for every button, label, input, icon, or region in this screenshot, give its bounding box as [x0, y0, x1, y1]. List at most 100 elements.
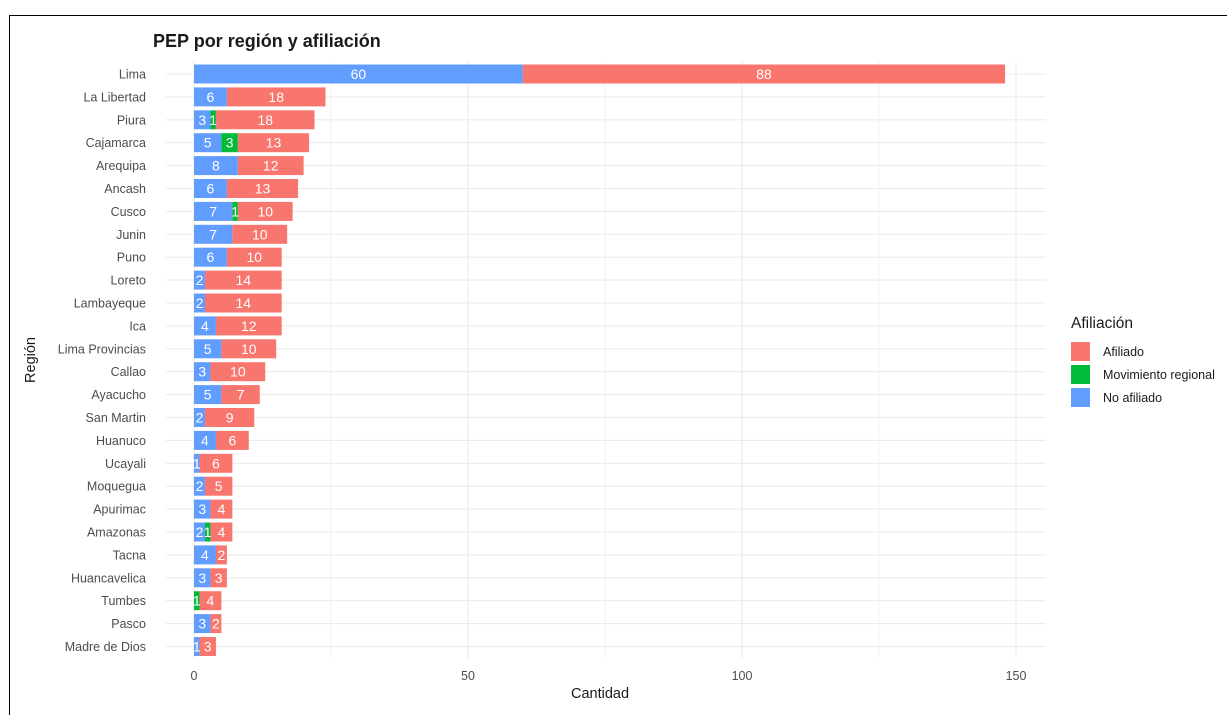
bar-segment-no-afiliado [194, 408, 205, 427]
y-tick-label: Lima [119, 68, 146, 82]
bar-segment-afiliado [199, 637, 216, 656]
bar-value-label: 1 [204, 524, 212, 540]
bar-value-label: 18 [257, 112, 273, 128]
bar-segment-no-afiliado [194, 499, 211, 519]
bar-segment-no-afiliado [194, 156, 238, 176]
bar-segment-afiliado [204, 270, 282, 290]
bar-segment-no-afiliado [194, 453, 200, 473]
bar-value-label: 3 [198, 616, 206, 632]
bar-segment-afiliado [226, 247, 282, 267]
bar-value-label: 9 [226, 410, 234, 426]
bar-value-label: 12 [241, 318, 257, 334]
bar-segment-no-afiliado [194, 247, 227, 267]
bar-segment-afiliado [215, 316, 282, 336]
bar-segment-movimiento-regional [232, 201, 238, 221]
bar-value-label: 13 [255, 181, 271, 197]
legend-label: Afiliado [1103, 345, 1144, 359]
bar-value-label: 3 [215, 570, 223, 586]
bar-value-label: 13 [266, 135, 282, 151]
bar-value-label: 2 [196, 478, 204, 494]
bar-value-label: 6 [207, 249, 215, 265]
bar-segment-no-afiliado [194, 179, 227, 198]
bar-segment-afiliado [522, 64, 1006, 84]
bar-segment-no-afiliado [194, 522, 205, 542]
bar-segment-afiliado [215, 545, 227, 565]
bar-segment-movimiento-regional [221, 133, 238, 153]
bar-segment-no-afiliado [194, 110, 211, 130]
bar-value-label: 1 [231, 203, 239, 219]
bar-segment-afiliado [237, 201, 293, 221]
x-axis-title: Cantidad [571, 686, 629, 702]
y-tick-label: Huanuco [96, 434, 146, 448]
bar-segment-no-afiliado [194, 293, 205, 313]
y-axis-labels: Lima La Libertad Piura Cajamarca Arequipa Anc… [58, 68, 146, 655]
x-axis-labels: 0 50 100 150 [191, 669, 1027, 683]
bar-value-label: 3 [198, 112, 206, 128]
chart-title: PEP por región y afiliación [153, 31, 381, 51]
y-tick-label: Apurimac [93, 503, 146, 517]
bar-segment-afiliado [237, 133, 310, 153]
bar-value-label: 6 [207, 181, 215, 197]
bar-value-label: 2 [196, 295, 204, 311]
bar-value-label: 12 [263, 158, 279, 174]
bar-value-label: 4 [201, 547, 209, 563]
legend-title: Afiliación [1071, 315, 1133, 332]
y-tick-label: Cusco [111, 205, 146, 219]
y-tick-label: Tumbes [101, 594, 146, 608]
bar-value-label: 18 [268, 89, 284, 105]
y-tick-label: Lambayeque [74, 297, 146, 311]
bar-value-label: 10 [246, 249, 262, 265]
bar-segment-no-afiliado [194, 201, 233, 221]
bar-segment-no-afiliado [194, 362, 211, 382]
y-tick-label: Huancavelica [71, 571, 146, 585]
bar-segment-afiliado [210, 614, 222, 634]
bar-value-label: 2 [218, 547, 226, 563]
bar-value-label: 60 [351, 66, 367, 82]
bar-segment-no-afiliado [194, 87, 227, 107]
bar-segment-no-afiliado [194, 316, 216, 336]
y-tick-label: La Libertad [83, 90, 146, 104]
bar-segment-movimiento-regional [204, 522, 211, 542]
bar-value-label: 1 [193, 455, 201, 471]
bar-segment-movimiento-regional [210, 110, 216, 130]
bar-segment-afiliado [210, 499, 233, 519]
bar-value-label: 10 [252, 226, 268, 242]
bar-segment-no-afiliado [194, 614, 211, 634]
bar-segment-afiliado [199, 591, 222, 611]
bar-segment-afiliado [237, 156, 304, 176]
bar-segment-afiliado [215, 430, 249, 450]
legend-label: No afiliado [1103, 391, 1162, 405]
bar-value-label: 2 [212, 616, 220, 632]
bar-segment-afiliado [221, 339, 277, 359]
bar-segment-no-afiliado [194, 339, 222, 359]
bar-value-label: 14 [236, 272, 252, 288]
bar-value-label: 8 [212, 158, 220, 174]
bar-segment-no-afiliado [194, 133, 222, 153]
bar-value-label: 1 [209, 112, 217, 128]
bar-value-label: 3 [198, 364, 206, 380]
bar-value-label: 1 [193, 593, 201, 609]
bar-segment-afiliado [226, 179, 299, 198]
bar-value-label: 2 [196, 524, 204, 540]
bar-segment-afiliado [215, 110, 315, 130]
bar-value-label: 2 [196, 272, 204, 288]
bar-value-label: 3 [204, 639, 212, 655]
y-tick-label: Ucayali [105, 457, 146, 471]
bar-value-label: 5 [204, 341, 212, 357]
bar-segment-afiliado [199, 453, 233, 473]
y-tick-label: San Martin [86, 411, 146, 425]
y-tick-label: Cajamarca [86, 136, 146, 150]
bar-value-label: 3 [198, 570, 206, 586]
bar-segment-afiliado [210, 362, 266, 382]
y-tick-label: Ica [129, 319, 146, 333]
y-tick-label: Loreto [111, 274, 146, 288]
bar-segment-no-afiliado [194, 476, 205, 496]
bar-value-label: 6 [212, 455, 220, 471]
bar-value-label: 7 [209, 226, 217, 242]
bar-segment-afiliado [204, 476, 233, 496]
y-tick-label: Arequipa [96, 159, 146, 173]
bar-value-label: 14 [236, 295, 252, 311]
bar-segment-afiliado [221, 385, 260, 405]
x-tick-label: 150 [1006, 669, 1027, 683]
y-tick-label: Tacna [113, 548, 146, 562]
